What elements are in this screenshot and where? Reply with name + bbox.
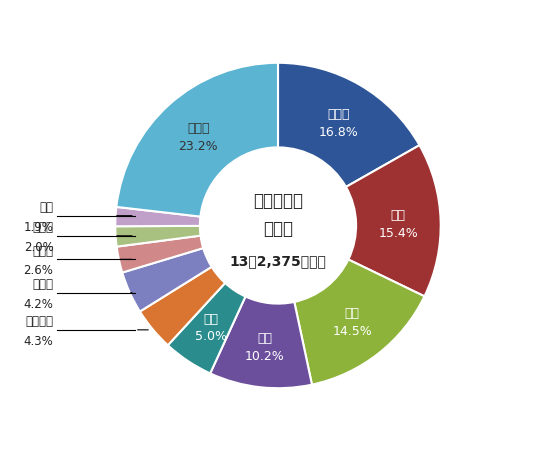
Text: 15.4%: 15.4% (379, 226, 418, 239)
Text: トルコ: トルコ (32, 245, 53, 258)
Wedge shape (168, 283, 245, 373)
Text: 4.2%: 4.2% (23, 298, 53, 311)
Text: 16.8%: 16.8% (319, 126, 359, 139)
Text: オランダ: オランダ (26, 315, 53, 328)
Text: 14.5%: 14.5% (332, 325, 372, 338)
Text: 1.9%: 1.9% (23, 221, 53, 234)
Wedge shape (346, 145, 441, 296)
Wedge shape (210, 296, 312, 388)
Text: ドイツ: ドイツ (32, 278, 53, 291)
Text: 輸入量: 輸入量 (263, 220, 293, 238)
Text: 台湾: 台湾 (203, 313, 219, 326)
Wedge shape (115, 226, 201, 247)
Wedge shape (294, 259, 424, 385)
Text: 韓国: 韓国 (257, 332, 272, 345)
Wedge shape (115, 207, 200, 226)
Wedge shape (278, 63, 420, 187)
Text: 英国: 英国 (39, 201, 53, 214)
Text: 日本: 日本 (345, 308, 360, 320)
Text: 中国: 中国 (391, 209, 406, 222)
Text: 4.3%: 4.3% (24, 335, 53, 348)
Wedge shape (116, 63, 278, 216)
Text: ロシア: ロシア (32, 221, 53, 234)
Wedge shape (140, 267, 225, 345)
Text: インド: インド (327, 109, 350, 121)
Wedge shape (117, 235, 203, 272)
Text: その他: その他 (187, 122, 210, 135)
Text: 13億2,375万トン: 13億2,375万トン (230, 254, 326, 268)
Text: 2.0%: 2.0% (24, 241, 53, 254)
Text: 2.6%: 2.6% (23, 264, 53, 277)
Text: 5.0%: 5.0% (195, 331, 227, 343)
Text: 23.2%: 23.2% (178, 140, 218, 153)
Text: 10.2%: 10.2% (245, 350, 284, 363)
Wedge shape (122, 248, 212, 312)
Text: 世界の石炭: 世界の石炭 (253, 192, 303, 210)
